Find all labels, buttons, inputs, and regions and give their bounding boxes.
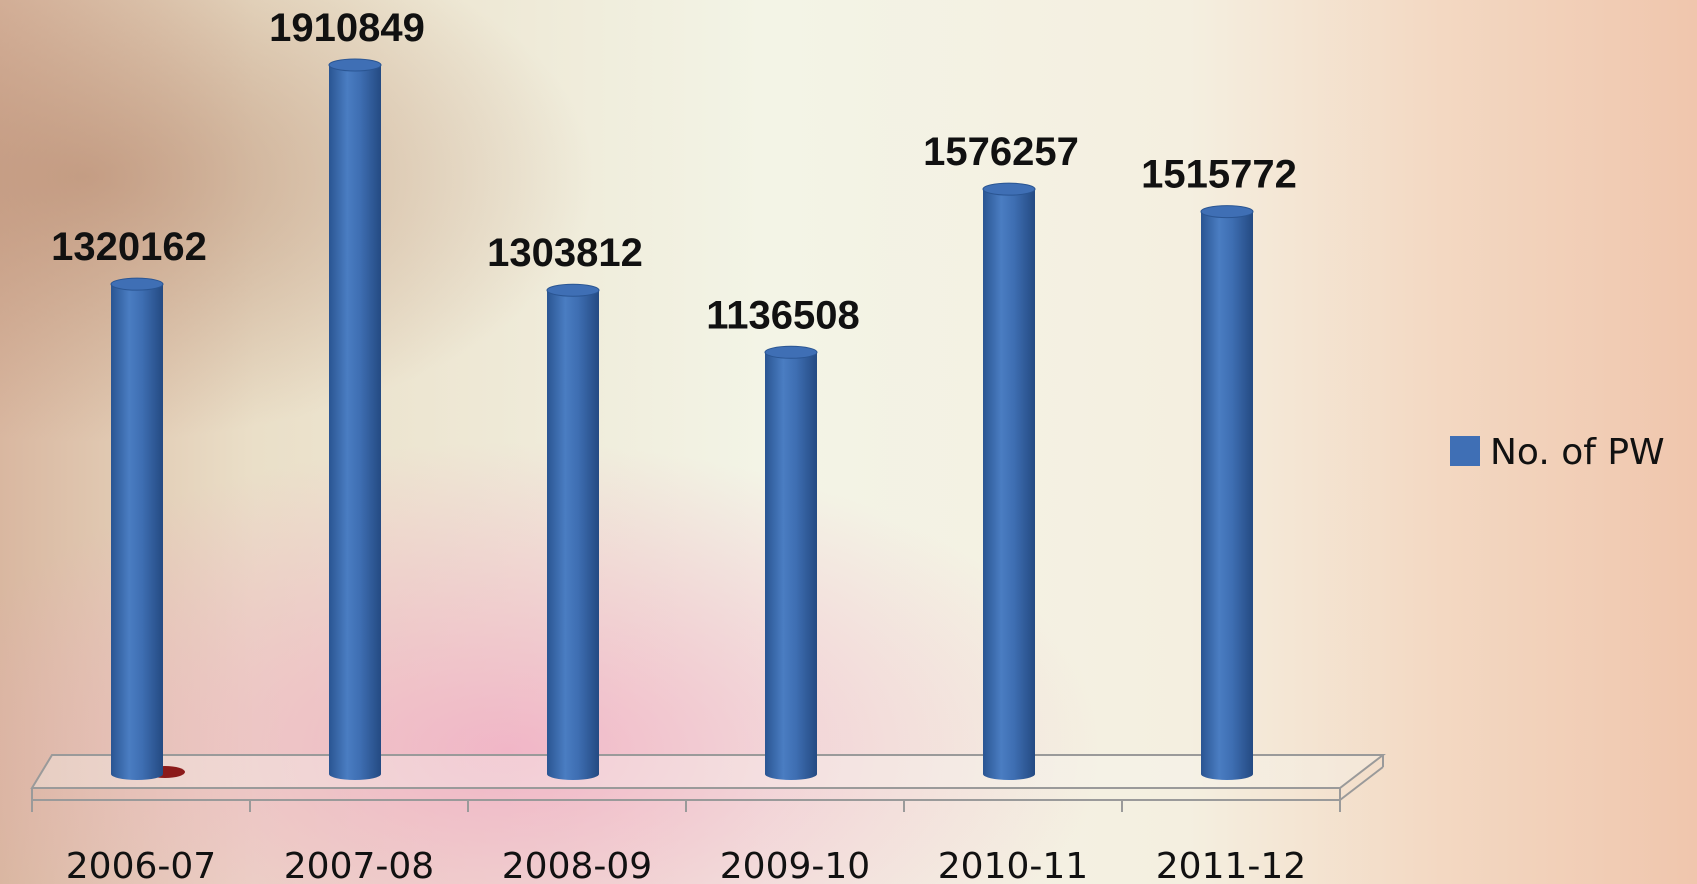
- bar-top: [547, 284, 599, 296]
- data-label: 1910849: [269, 6, 425, 50]
- bar: [1201, 212, 1253, 780]
- floor: [32, 755, 1383, 788]
- data-label: 1515772: [1141, 153, 1297, 197]
- x-tick-label: 2006-07: [66, 846, 216, 884]
- data-label: 1303812: [487, 231, 643, 275]
- data-label: 1136508: [706, 293, 860, 337]
- legend-label: No. of PW: [1490, 432, 1665, 473]
- bar-top: [111, 278, 163, 290]
- x-tick-label: 2011-12: [1156, 846, 1306, 884]
- data-label: 1320162: [51, 225, 207, 269]
- chart: 2006-07 1320162 2007-08 1910849 2008-09 13038…: [0, 0, 1697, 884]
- bar-top: [329, 59, 381, 71]
- background-blob: [0, 0, 1697, 884]
- bar: [111, 284, 163, 780]
- legend-swatch: [1450, 436, 1480, 466]
- bar: [547, 290, 599, 780]
- x-tick-label: 2010-11: [938, 846, 1088, 884]
- x-tick-label: 2008-09: [502, 846, 652, 884]
- bar-top: [765, 346, 817, 358]
- bar-top: [1201, 206, 1253, 218]
- page: 2006-07 1320162 2007-08 1910849 2008-09 13038…: [0, 0, 1697, 884]
- bar: [765, 352, 817, 780]
- x-tick-label: 2007-08: [284, 846, 434, 884]
- data-label: 1576257: [923, 130, 1079, 174]
- x-tick-label: 2009-10: [720, 846, 870, 884]
- bar-top: [983, 183, 1035, 195]
- bar: [983, 189, 1035, 780]
- bar: [329, 65, 381, 780]
